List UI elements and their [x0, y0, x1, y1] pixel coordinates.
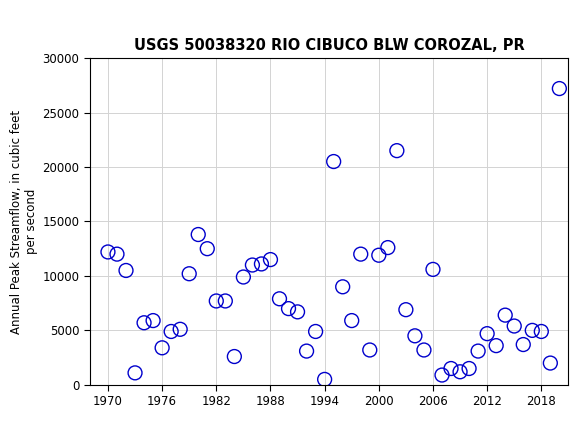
Point [447, 365, 456, 372]
Point [356, 251, 365, 258]
Text: ▓USGS: ▓USGS [3, 12, 61, 28]
Point [139, 319, 148, 326]
Point [293, 308, 302, 315]
Point [536, 328, 546, 335]
Point [302, 347, 311, 354]
Y-axis label: Annual Peak Streamflow, in cubic feet
per second: Annual Peak Streamflow, in cubic feet pe… [10, 109, 38, 334]
Point [483, 330, 492, 337]
Point [501, 312, 510, 319]
Point [284, 305, 293, 312]
Point [212, 298, 221, 304]
Point [419, 347, 429, 353]
Point [184, 270, 194, 277]
Point [347, 317, 356, 324]
Point [166, 328, 176, 335]
Point [121, 267, 130, 274]
Point [311, 328, 320, 335]
Point [510, 322, 519, 329]
Point [230, 353, 239, 360]
Point [266, 256, 275, 263]
Point [554, 85, 564, 92]
Point [473, 347, 483, 354]
Point [130, 369, 140, 376]
Point [113, 251, 122, 258]
Point [465, 365, 474, 372]
Point [329, 158, 338, 165]
Point [437, 372, 447, 378]
Point [239, 273, 248, 280]
Point [158, 344, 167, 351]
Point [103, 249, 113, 255]
Point [257, 261, 266, 267]
Point [176, 326, 185, 333]
Point [194, 231, 203, 238]
Point [392, 147, 401, 154]
Point [383, 244, 393, 251]
Point [374, 252, 383, 259]
Point [455, 369, 465, 375]
FancyBboxPatch shape [5, 3, 46, 37]
Title: USGS 50038320 RIO CIBUCO BLW COROZAL, PR: USGS 50038320 RIO CIBUCO BLW COROZAL, PR [134, 38, 524, 53]
Point [410, 332, 419, 339]
Point [491, 342, 501, 349]
Point [248, 261, 257, 268]
Point [220, 298, 230, 304]
Point [546, 359, 555, 366]
Point [275, 295, 284, 302]
Point [320, 376, 329, 383]
Point [148, 317, 158, 324]
Point [338, 283, 347, 290]
Point [365, 347, 375, 353]
Point [429, 266, 438, 273]
Point [202, 245, 212, 252]
Point [519, 341, 528, 348]
Point [401, 306, 411, 313]
Point [528, 327, 537, 334]
